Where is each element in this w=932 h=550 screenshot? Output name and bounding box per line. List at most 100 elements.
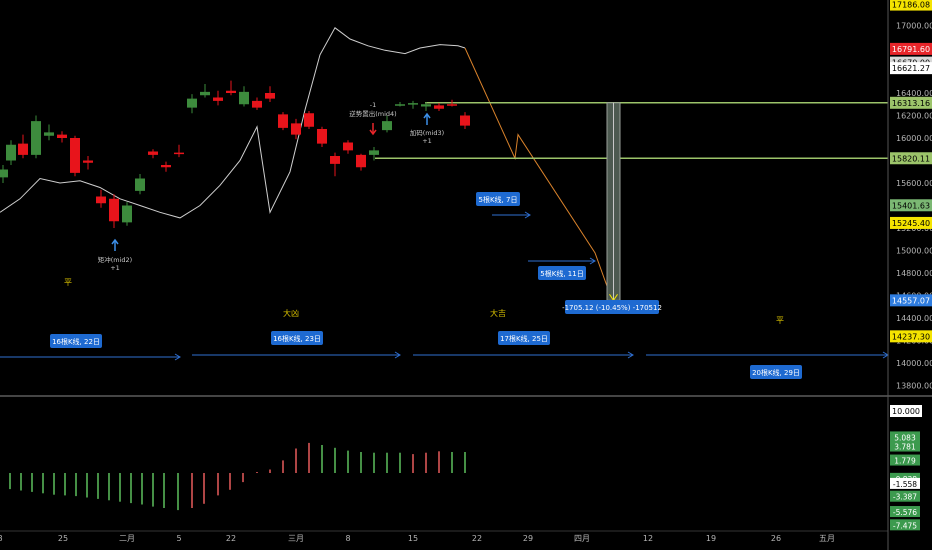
candle[interactable]	[213, 97, 223, 101]
candle[interactable]	[304, 113, 314, 127]
time-tick-label: 12	[643, 534, 653, 543]
hist-tick-label: -1.558	[893, 480, 917, 489]
arrow-up-icon	[423, 112, 431, 119]
candle[interactable]	[122, 205, 132, 223]
candle[interactable]	[278, 114, 288, 128]
fortune-annotation: 大吉	[490, 308, 506, 318]
candle[interactable]	[265, 93, 275, 99]
price-tick-label: 14400.00	[896, 314, 932, 323]
candle[interactable]	[239, 91, 249, 105]
overlay-line	[0, 27, 466, 219]
time-tick-label: 三月	[288, 534, 304, 543]
range-label-box[interactable]	[750, 365, 802, 379]
range-label-box[interactable]	[498, 331, 550, 345]
price-tag[interactable]	[890, 96, 932, 109]
candle[interactable]	[356, 154, 366, 168]
candle[interactable]	[96, 196, 106, 204]
time-tick-label: 8	[345, 534, 350, 543]
candle[interactable]	[174, 152, 184, 155]
candle[interactable]	[44, 132, 54, 136]
candle[interactable]	[135, 178, 145, 191]
range-label: -1705.12 (-10.45%) -170512	[562, 304, 662, 312]
price-tag-label: 16621.27	[892, 64, 930, 73]
hist-tick-label: -5.576	[893, 508, 917, 517]
price-tick-label: 16000.00	[896, 134, 932, 143]
range-label-box[interactable]	[476, 192, 520, 206]
signal-delta: +1	[422, 137, 432, 145]
candle[interactable]	[109, 198, 119, 222]
price-tick-label: 14000.00	[896, 359, 932, 368]
candle[interactable]	[343, 142, 353, 151]
price-tag[interactable]	[890, 216, 932, 229]
price-tick-label: 16200.00	[896, 112, 932, 121]
candle[interactable]	[395, 104, 405, 106]
histogram-pane[interactable]	[9, 442, 466, 511]
time-tick-label: 29	[523, 534, 533, 543]
candle[interactable]	[6, 144, 16, 161]
price-tag[interactable]	[890, 199, 932, 212]
candle[interactable]	[460, 115, 470, 126]
range-label-box[interactable]	[50, 334, 102, 348]
price-tick-label: 13800.00	[896, 382, 932, 391]
price-tag[interactable]	[890, 152, 932, 165]
fortune-annotation: 大凶	[283, 308, 299, 318]
price-tag-label: 16313.16	[892, 99, 930, 108]
candle[interactable]	[226, 90, 236, 93]
price-tag[interactable]	[890, 294, 932, 307]
time-tick-label: 8	[0, 534, 3, 543]
candle[interactable]	[252, 100, 262, 108]
price-tag-label: 17186.08	[892, 1, 930, 10]
time-tick-label: 26	[771, 534, 781, 543]
price-tick-label: 16400.00	[896, 89, 932, 98]
price-tag-label: 15820.11	[892, 154, 930, 163]
candle[interactable]	[57, 134, 67, 138]
candle[interactable]	[421, 104, 431, 107]
candle[interactable]	[0, 169, 8, 178]
price-tick-label: 15000.00	[896, 247, 932, 256]
hist-tick-tag	[890, 490, 920, 502]
candle[interactable]	[317, 129, 327, 144]
price-tick-label: 14800.00	[896, 269, 932, 278]
candle[interactable]	[434, 105, 444, 109]
candle[interactable]	[18, 143, 28, 155]
price-tag[interactable]	[890, 42, 932, 55]
price-tag-label: 16791.60	[892, 45, 930, 54]
arrow-right-icon	[589, 257, 596, 265]
candle[interactable]	[447, 104, 457, 106]
hist-tick-label: -7.475	[893, 521, 917, 530]
time-tick-label: 22	[226, 534, 236, 543]
price-tag[interactable]	[890, 0, 932, 11]
range-label: 16根K线, 23日	[273, 334, 321, 343]
candle[interactable]	[291, 123, 301, 135]
candle[interactable]	[200, 91, 210, 96]
candle[interactable]	[187, 98, 197, 108]
time-tick-label: 五月	[819, 534, 835, 543]
signal-delta: -1	[370, 101, 376, 109]
hist-tick-label: -3.387	[893, 493, 917, 502]
candle[interactable]	[148, 151, 158, 155]
range-label-box[interactable]	[538, 266, 586, 280]
hist-tick-label: 3.781	[894, 443, 916, 452]
signal-delta: +1	[110, 264, 120, 272]
range-label: 5根K线, 7日	[479, 195, 518, 204]
candle[interactable]	[161, 165, 171, 168]
price-pane[interactable]: 5根K线, 7日 5根K线, 11日 -1705.12 (-10.45%) -170…	[0, 27, 889, 379]
time-tick-label: 22	[472, 534, 482, 543]
candle[interactable]	[31, 121, 41, 155]
hist-tick-tag	[890, 506, 920, 518]
arrow-right-icon	[394, 351, 401, 359]
price-tag-label: 14237.30	[892, 332, 930, 341]
candle[interactable]	[369, 150, 379, 155]
range-label: 17根K线, 25日	[500, 334, 548, 343]
candle[interactable]	[330, 156, 340, 164]
candle[interactable]	[70, 138, 80, 173]
candle[interactable]	[408, 103, 418, 105]
price-tag[interactable]	[890, 330, 932, 343]
candle[interactable]	[382, 121, 392, 131]
price-tag[interactable]	[890, 62, 932, 75]
time-tick-label: 19	[706, 534, 716, 543]
range-label-box[interactable]	[271, 331, 323, 345]
range-label-box[interactable]	[565, 300, 659, 314]
candle[interactable]	[83, 160, 93, 163]
